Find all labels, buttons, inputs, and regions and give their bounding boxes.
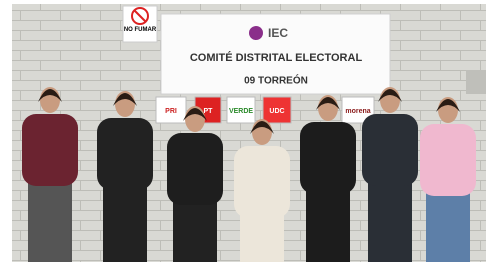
legs xyxy=(368,176,412,262)
legs xyxy=(173,195,217,262)
legs xyxy=(28,176,72,262)
party-label: PRI xyxy=(165,108,177,115)
sign-title: COMITÉ DISTRITAL ELECTORAL xyxy=(190,51,363,64)
party-label: UDC xyxy=(269,108,284,115)
legs xyxy=(103,180,147,262)
torso xyxy=(420,124,476,196)
no-smoking-sign: NO FUMAR xyxy=(123,6,157,42)
party-label: PT xyxy=(204,108,214,115)
torso xyxy=(167,133,223,205)
torso xyxy=(362,114,418,186)
outlet xyxy=(466,70,486,94)
legs xyxy=(306,184,350,262)
committee-sign: IEC COMITÉ DISTRITAL ELECTORAL 09 TORREÓ… xyxy=(161,14,390,94)
torso xyxy=(22,114,78,186)
logo-text: IEC xyxy=(268,26,288,40)
legs xyxy=(426,186,470,262)
party-label: morena xyxy=(345,108,370,115)
sign-subtitle: 09 TORREÓN xyxy=(244,74,308,87)
photo: NO FUMAR IEC COMITÉ DISTRITAL ELECTORAL … xyxy=(0,0,492,266)
party-label: VERDE xyxy=(229,108,253,115)
logo-mark xyxy=(249,26,263,40)
page: NO FUMAR IEC COMITÉ DISTRITAL ELECTORAL … xyxy=(0,0,492,266)
torso xyxy=(97,118,153,190)
torso xyxy=(300,122,356,194)
no-smoking-text: NO FUMAR xyxy=(124,27,157,33)
torso xyxy=(234,146,290,218)
